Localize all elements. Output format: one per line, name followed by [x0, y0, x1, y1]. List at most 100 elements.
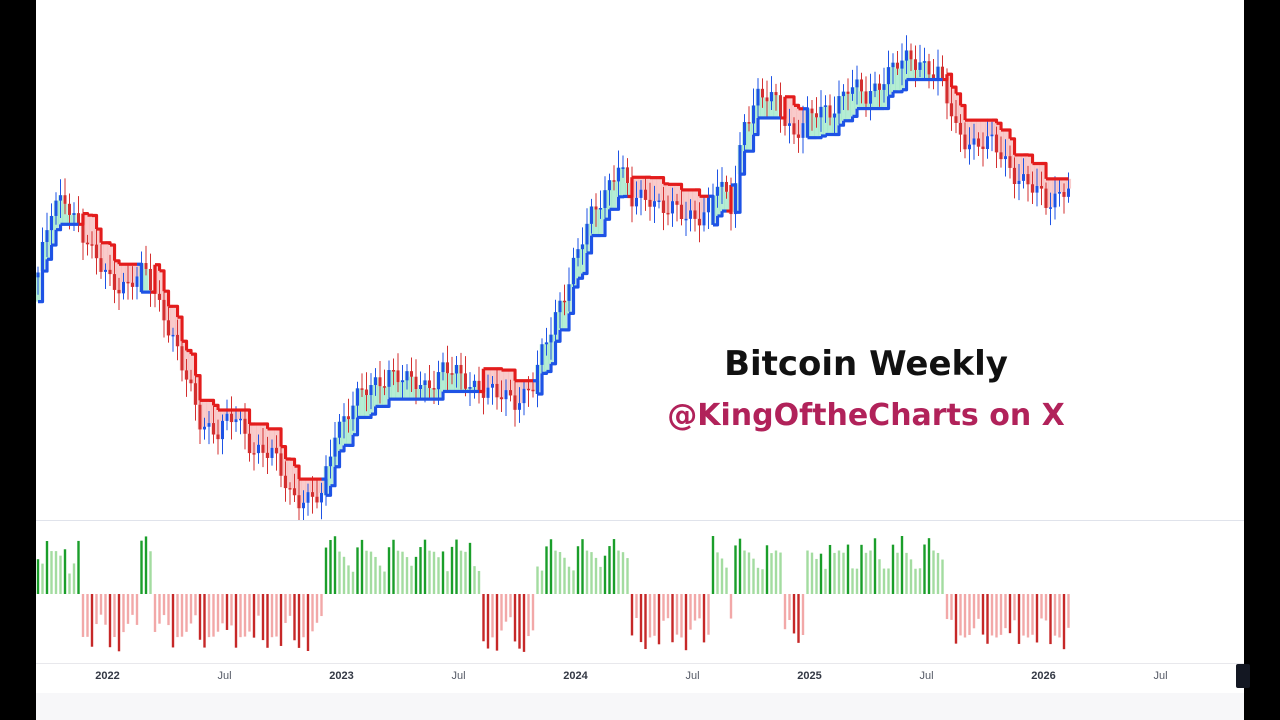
histogram-bar-up	[396, 550, 400, 594]
band-segment	[598, 207, 604, 236]
candle	[90, 231, 94, 259]
histogram-bar-up	[617, 550, 620, 594]
histogram-bar-up	[54, 551, 58, 594]
stop-line-up-segment	[852, 108, 859, 119]
stop-line-down-segment	[83, 211, 90, 216]
histogram-bar-up	[441, 551, 445, 594]
stop-line-down-segment	[92, 213, 99, 230]
candle	[797, 119, 800, 153]
histogram-bar-down	[783, 594, 787, 630]
histogram-bar-up	[905, 552, 908, 594]
candle	[176, 319, 179, 361]
time-axis-label: Jul	[1153, 670, 1168, 682]
scroll-to-realtime-button[interactable]	[1236, 664, 1250, 688]
histogram-bar-up	[72, 563, 76, 594]
histogram-bar-down	[995, 594, 998, 638]
histogram-bar-down	[104, 594, 107, 625]
histogram-bar-up	[455, 539, 458, 594]
stop-line-down-segment	[1041, 161, 1048, 179]
pane-divider[interactable]	[36, 520, 1244, 521]
stop-line-up-segment	[339, 445, 346, 453]
histogram-bar-down	[648, 594, 652, 638]
histogram-bar-down	[1053, 594, 1057, 636]
histogram-bar-up	[810, 552, 814, 594]
histogram-bar-up	[338, 551, 341, 594]
price-pane[interactable]	[36, 0, 1244, 520]
candle	[86, 234, 89, 256]
candle	[855, 65, 859, 105]
histogram-bar-up	[932, 550, 935, 594]
chart-title: Bitcoin Weekly	[724, 344, 1008, 384]
candle	[405, 364, 409, 390]
candle	[675, 193, 679, 222]
candle	[275, 435, 278, 471]
candle	[864, 76, 868, 117]
histogram-bar-down	[279, 594, 283, 646]
stop-line-down-segment	[789, 95, 796, 106]
candle	[122, 272, 125, 300]
stop-line-down-segment	[947, 72, 954, 88]
candle	[1058, 179, 1061, 207]
histogram-bar-down	[1058, 594, 1061, 638]
stop-line-up-segment	[546, 363, 553, 374]
histogram-bar-up	[144, 536, 148, 594]
candle	[824, 95, 827, 123]
candle	[1013, 157, 1016, 199]
histogram-bar-up	[734, 545, 737, 594]
histogram-bar-down	[495, 594, 499, 651]
candle	[59, 179, 62, 219]
time-axis[interactable]: 2022 Jul 2023 Jul 2024 Jul 2025 Jul 2026 Jul	[36, 663, 1244, 692]
candle	[725, 175, 728, 199]
candle	[635, 181, 638, 215]
histogram-bar-down	[1049, 594, 1052, 645]
stop-line-up-segment	[600, 219, 607, 238]
stop-line-up-segment	[884, 96, 891, 111]
candle	[504, 379, 508, 417]
candle	[608, 173, 611, 206]
chart-area[interactable]: 2022 Jul 2023 Jul 2024 Jul 2025 Jul 2026 Jul	[36, 0, 1244, 693]
candle	[378, 360, 382, 404]
histogram-bar-down	[639, 594, 643, 643]
candle	[495, 368, 499, 410]
histogram-bar-down	[698, 594, 701, 619]
candle	[45, 212, 49, 258]
candle	[819, 90, 823, 132]
band-segment	[359, 389, 365, 418]
candle	[990, 121, 994, 152]
histogram-bar-down	[945, 594, 949, 620]
candle	[765, 80, 769, 119]
candle	[77, 196, 80, 233]
histogram-bar-down	[320, 594, 323, 617]
stop-line-up-segment	[137, 262, 144, 293]
stop-line-up-segment	[537, 373, 544, 396]
candle	[131, 266, 134, 300]
stop-line-up-segment	[47, 245, 54, 261]
histogram-bar-down	[1044, 594, 1048, 621]
histogram-bar-down	[95, 594, 98, 625]
candle	[468, 372, 472, 407]
histogram-bar-up	[608, 546, 611, 594]
candle	[720, 167, 724, 204]
histogram-bar-up	[387, 547, 391, 594]
histogram-bar-up	[833, 552, 836, 594]
candle	[693, 200, 697, 232]
stop-line-up-segment	[384, 399, 391, 408]
candle	[639, 180, 643, 216]
stop-line-down-segment	[960, 103, 967, 121]
time-axis-label: 2023	[329, 670, 354, 682]
histogram-bar-down	[531, 594, 535, 631]
candle	[396, 353, 400, 393]
histogram-bar-up	[342, 556, 346, 594]
histogram-bar-down	[99, 594, 103, 615]
histogram-bar-down	[500, 594, 503, 631]
candle	[545, 327, 548, 356]
candle	[752, 88, 755, 140]
histogram-bar-up	[446, 571, 449, 594]
time-axis-label: Jul	[685, 670, 700, 682]
histogram-bar-down	[797, 594, 800, 643]
histogram-bar-up	[585, 550, 589, 594]
candle	[351, 391, 355, 431]
stop-line-up-segment	[717, 211, 724, 218]
histogram-bar-up	[41, 563, 44, 594]
histogram-pane[interactable]	[36, 521, 1244, 663]
